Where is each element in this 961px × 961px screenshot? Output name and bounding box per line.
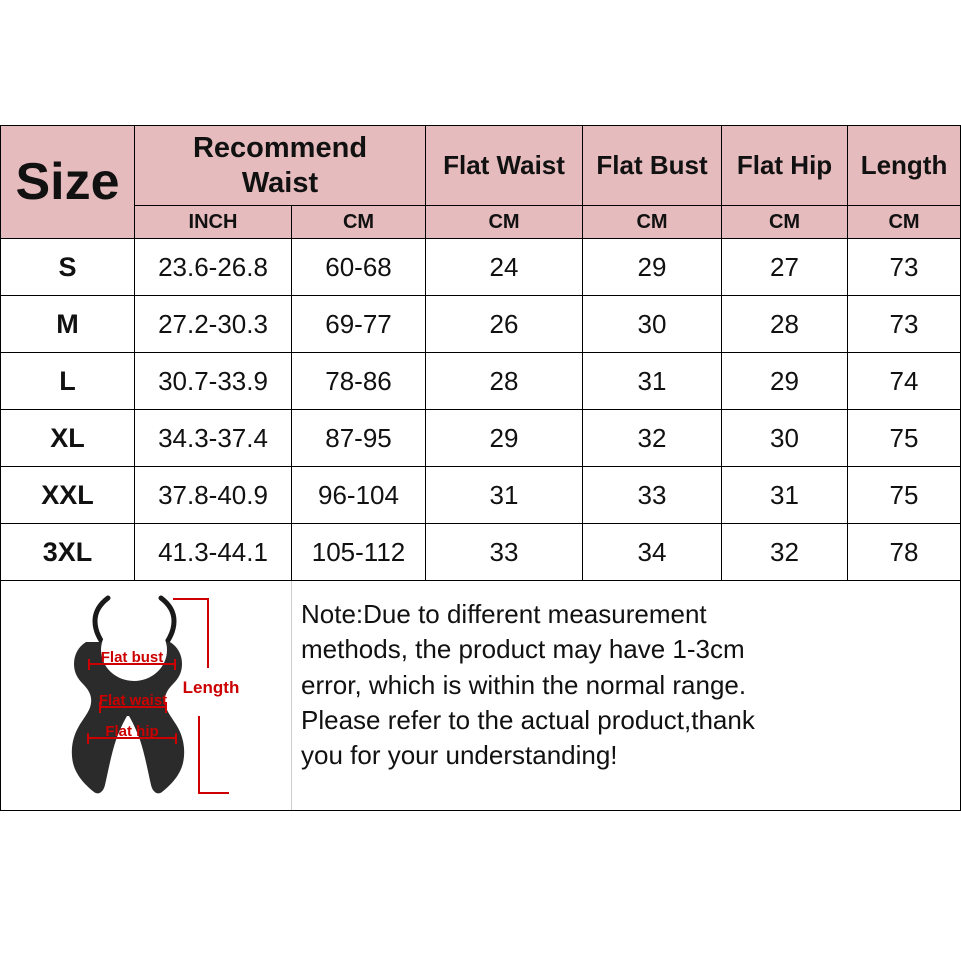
svg-text:Flat waist: Flat waist [99, 692, 167, 709]
svg-text:Flat bust: Flat bust [101, 649, 164, 666]
svg-text:Length: Length [183, 678, 240, 697]
svg-text:Flat hip: Flat hip [105, 723, 158, 740]
